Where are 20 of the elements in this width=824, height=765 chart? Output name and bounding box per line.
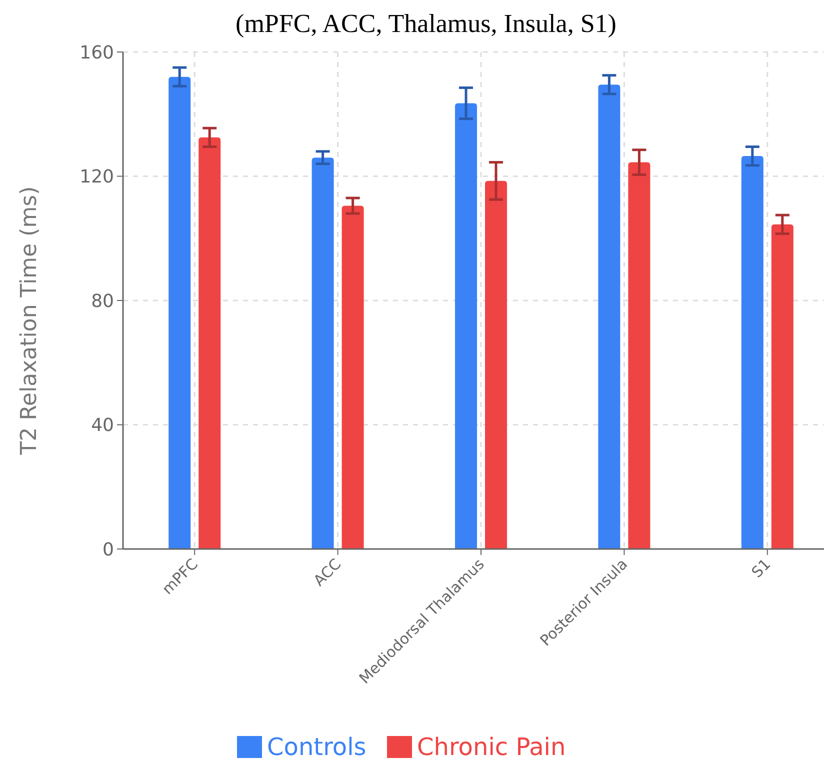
bar <box>312 158 334 549</box>
chart-title: (mPFC, ACC, Thalamus, Insula, S1) <box>236 9 616 38</box>
y-tick-label: 160 <box>80 42 114 64</box>
y-tick-label: 120 <box>80 166 114 188</box>
y-tick-label: 80 <box>91 290 114 312</box>
bar <box>598 84 620 549</box>
bar <box>455 103 477 549</box>
x-tick-label: S1 <box>748 555 774 582</box>
bar <box>771 224 794 549</box>
legend-label: Controls <box>267 733 366 761</box>
legend-label: Chronic Pain <box>417 733 566 761</box>
bar <box>628 162 650 549</box>
y-tick-label: 40 <box>91 415 114 436</box>
bar <box>741 156 764 549</box>
bar <box>485 180 507 549</box>
y-axis-title: T2 Relaxation Time (ms) <box>17 186 42 456</box>
bar <box>168 76 191 549</box>
bar <box>198 137 221 549</box>
bar <box>342 206 364 549</box>
y-tick-label: 0 <box>102 539 114 560</box>
